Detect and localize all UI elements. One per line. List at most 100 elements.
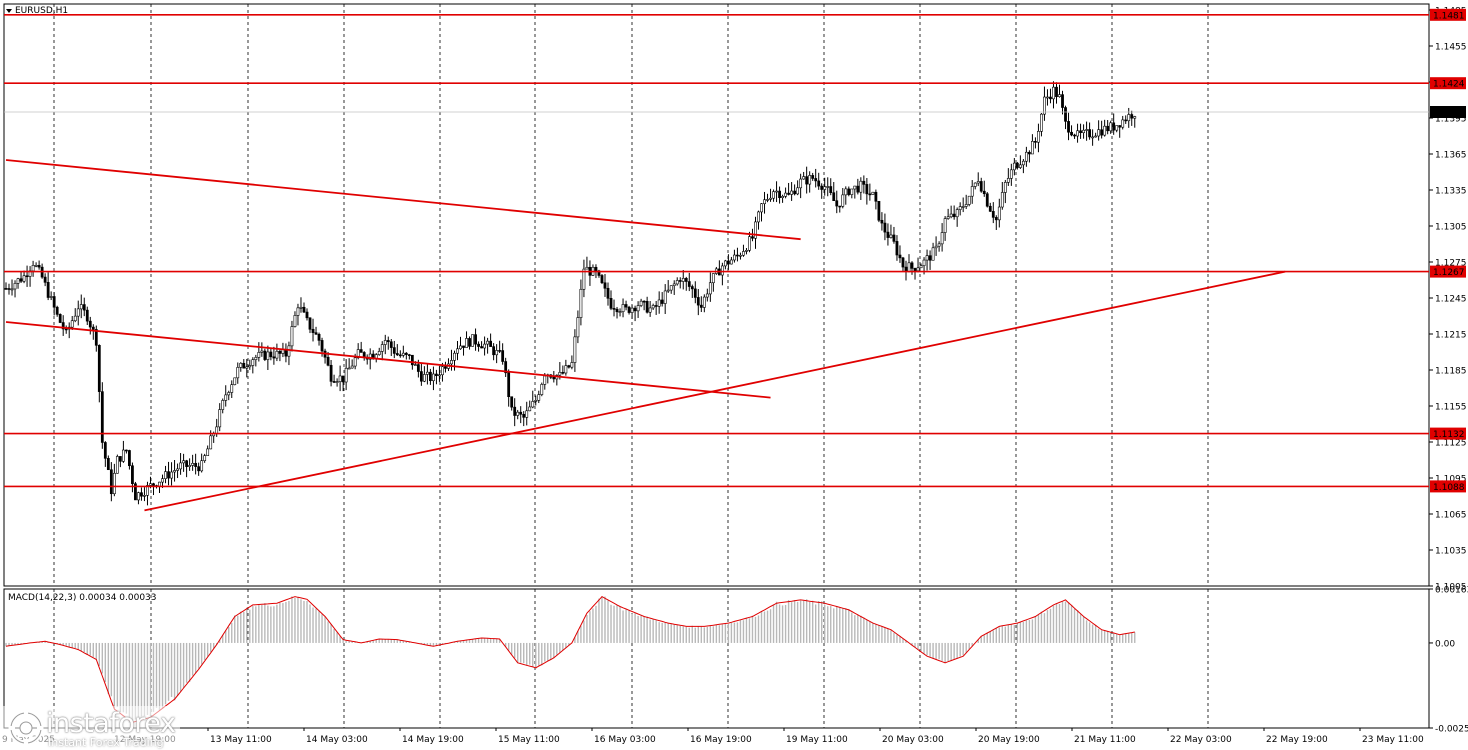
candle-body [736, 254, 739, 257]
candle-body [197, 466, 201, 472]
candle-body [200, 460, 204, 472]
candle-body [1070, 131, 1073, 136]
candle-body [883, 222, 887, 233]
candle-body [838, 205, 842, 208]
candle-body [612, 308, 616, 310]
candle-body [799, 178, 803, 189]
candle-body [245, 366, 249, 369]
candle-body [1073, 134, 1076, 137]
brand-tagline: Instant Forex Trading [48, 736, 164, 749]
candle-body [901, 257, 905, 268]
candle-body [582, 268, 586, 290]
candle-body [275, 350, 279, 359]
candle-body [188, 465, 192, 467]
candle-body [1088, 129, 1092, 138]
candle-body [404, 352, 408, 355]
candle-body [438, 374, 441, 377]
price-tick-label: 1.1005 [1435, 583, 1467, 593]
candle-body [922, 259, 926, 267]
candle-body [257, 352, 261, 358]
candle-body [10, 288, 14, 291]
brand-name: instaforex [46, 708, 176, 739]
time-label: 20 May 19:00 [978, 735, 1040, 745]
candle-body [468, 338, 471, 347]
candle-body [128, 450, 131, 467]
candle-body [471, 334, 474, 347]
candle-body [1085, 129, 1088, 131]
candle-body [55, 306, 59, 315]
candle-body [134, 483, 137, 501]
candle-body [441, 366, 444, 376]
candle-body [266, 351, 270, 360]
candle-body [907, 262, 911, 272]
candle-body [58, 314, 62, 323]
candle-body [874, 191, 878, 202]
candle-body [961, 206, 965, 208]
macd-tick-label: 0.00163 [1435, 586, 1468, 596]
candle-body [1079, 130, 1082, 134]
candle-body [173, 470, 176, 473]
candle-body [227, 392, 231, 396]
candle-body [666, 289, 670, 292]
candle-body [1115, 125, 1119, 131]
candle-body [985, 193, 989, 207]
time-label: 22 May 19:00 [1266, 735, 1328, 745]
candle-body [754, 221, 757, 239]
candle-body [561, 372, 565, 374]
candle-body [579, 288, 583, 318]
candle-body [100, 391, 104, 443]
candle-body [675, 280, 679, 285]
candle-body [982, 190, 986, 195]
candle-body [429, 371, 432, 382]
price-tick-label: 1.1335 [1435, 187, 1467, 197]
candle-body [149, 483, 152, 486]
price-tick-label: 1.1155 [1435, 403, 1467, 413]
candle-body [88, 320, 92, 328]
candle-body [167, 471, 170, 479]
candle-body [1031, 141, 1034, 155]
candle-body [25, 275, 29, 278]
candle-body [407, 354, 411, 356]
candle-body [1028, 151, 1031, 155]
candle-body [486, 340, 490, 345]
candle-body [191, 462, 195, 466]
instaforex-emblem-icon [8, 710, 44, 746]
candle-body [802, 176, 806, 180]
trendline [5, 321, 771, 399]
candle-body [811, 175, 815, 179]
candle-body [1100, 129, 1104, 136]
candle-body [52, 296, 56, 308]
candle-body [868, 193, 872, 196]
candle-body [847, 188, 851, 195]
time-label: 22 May 03:00 [1170, 735, 1232, 745]
candle-body [742, 251, 745, 256]
candle-body [615, 308, 619, 313]
candle-body [37, 265, 41, 268]
candle-body [209, 435, 213, 450]
candle-body [278, 350, 282, 354]
candle-body [726, 260, 730, 265]
candle-body [230, 384, 234, 393]
candle-body [206, 448, 210, 456]
candle-body [459, 345, 462, 350]
candle-body [1106, 125, 1110, 132]
candle-body [844, 188, 848, 196]
time-label: 19 May 11:00 [786, 735, 848, 745]
candle-body [600, 275, 604, 284]
candle-body [955, 209, 959, 218]
candle-body [1021, 160, 1025, 166]
candle-body [359, 349, 363, 353]
candle-body [453, 352, 456, 361]
candle-body [1130, 114, 1134, 119]
candle-body [988, 205, 992, 212]
candle-body [1133, 116, 1137, 119]
candle-body [651, 305, 655, 309]
candle-body [970, 186, 974, 197]
candle-body [784, 192, 787, 197]
macd-pane [3, 588, 1430, 729]
candle-body [537, 394, 541, 401]
candle-body [64, 328, 68, 331]
price-tick-label: 1.1095 [1435, 475, 1467, 485]
candle-body [161, 478, 164, 483]
